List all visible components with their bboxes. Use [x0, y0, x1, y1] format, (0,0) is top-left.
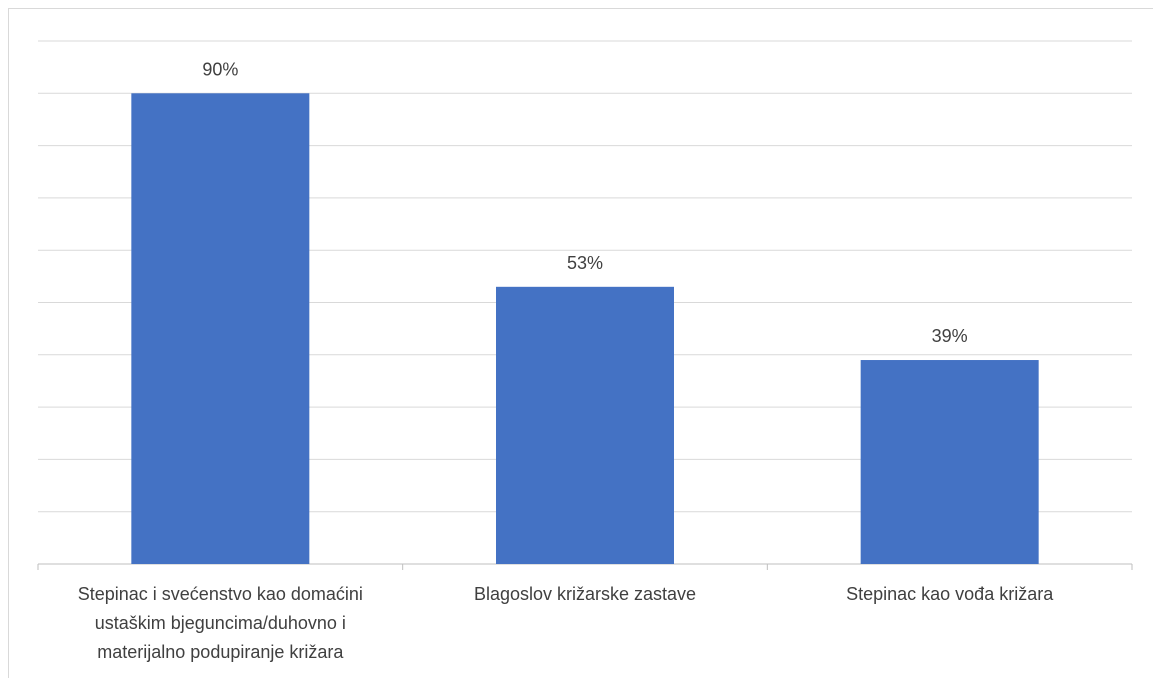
category-label-line: Stepinac kao vođa križara: [846, 584, 1054, 604]
category-label-line: Stepinac i svećenstvo kao domaćini: [78, 584, 363, 604]
data-label: 90%: [202, 59, 238, 79]
category-label: Stepinac kao vođa križara: [846, 584, 1054, 604]
bar: [860, 360, 1039, 564]
data-label: 39%: [932, 326, 968, 346]
category-label: Stepinac i svećenstvo kao domaćini ustašk…: [78, 584, 363, 662]
category-label: Blagoslov križarske zastave: [474, 584, 696, 604]
chart-frame: [8, 8, 1153, 678]
bar: [496, 286, 674, 564]
data-label: 53%: [567, 253, 603, 273]
category-label-line: materijalno podupiranje križara: [97, 642, 344, 662]
category-label-line: ustaškim bjeguncima/duhovno i: [95, 613, 346, 633]
category-label-line: Blagoslov križarske zastave: [474, 584, 696, 604]
bar: [131, 93, 310, 565]
